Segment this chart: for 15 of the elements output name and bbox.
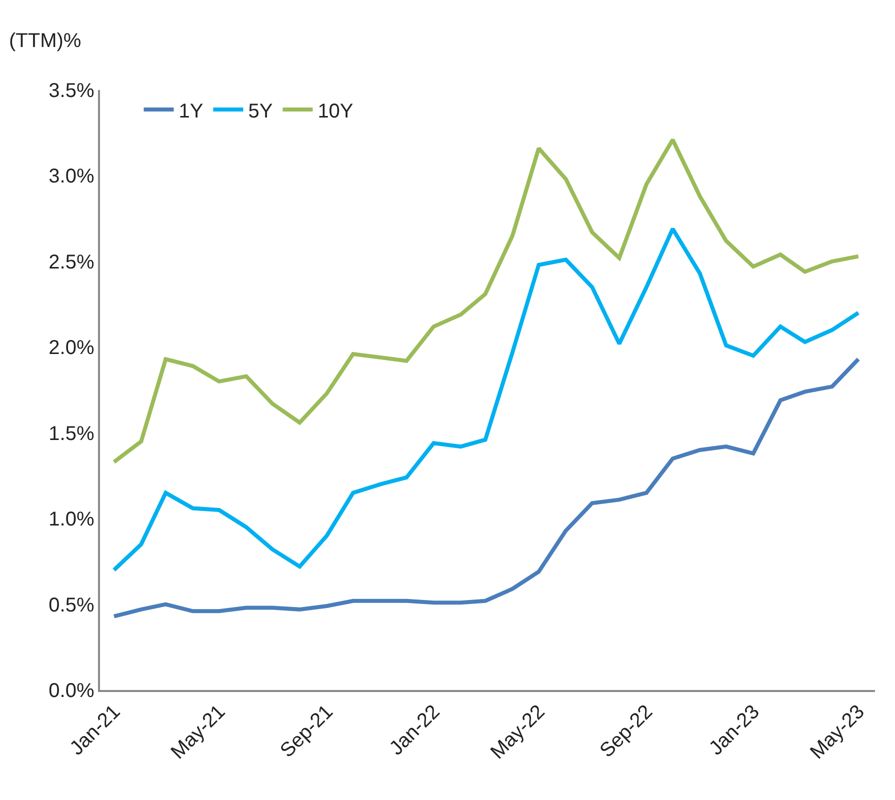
- y-tick-label: 0.5%: [48, 594, 94, 616]
- y-tick-label: 3.0%: [48, 166, 94, 188]
- y-tick-label: 3.5%: [48, 80, 94, 102]
- y-tick-label: 1.0%: [48, 508, 94, 531]
- legend-label: 1Y: [178, 100, 204, 122]
- line-series: [112, 226, 860, 572]
- y-axis-title: (TTM)%: [9, 30, 82, 52]
- legend-label: 10Y: [318, 100, 354, 122]
- line-series: [112, 138, 860, 464]
- line-series: [112, 357, 860, 618]
- y-tick-label: 2.0%: [48, 337, 94, 360]
- y-tick-label: 0.0%: [48, 680, 94, 702]
- y-tick-label: 1.5%: [48, 422, 94, 445]
- legend-label: 5Y: [248, 100, 273, 122]
- y-tick-label: 2.5%: [48, 251, 94, 274]
